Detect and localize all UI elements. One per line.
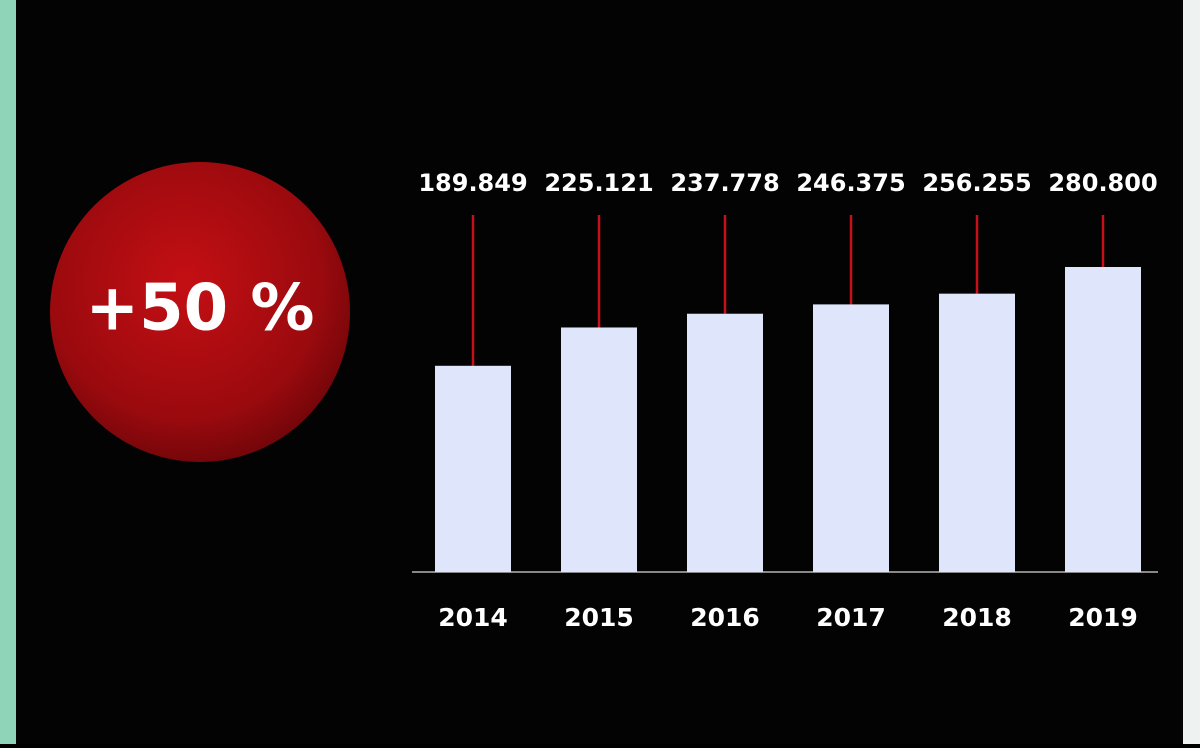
bar	[939, 293, 1015, 572]
value-label: 225.121	[544, 169, 653, 197]
badge	[50, 162, 350, 462]
bar	[561, 327, 637, 572]
right-border	[1183, 0, 1200, 744]
x-tick-label: 2019	[1068, 603, 1138, 632]
x-tick-label: 2016	[690, 603, 760, 632]
bar	[1065, 267, 1141, 572]
value-label: 246.375	[796, 169, 905, 197]
x-tick-label: 2017	[816, 603, 886, 632]
value-label: 189.849	[418, 169, 527, 197]
value-label: 237.778	[670, 169, 779, 197]
bar	[813, 304, 889, 572]
value-label: 256.255	[922, 169, 1031, 197]
bar	[435, 365, 511, 572]
badge-text: +50 %	[85, 272, 314, 346]
x-tick-label: 2015	[564, 603, 634, 632]
left-border	[0, 0, 16, 744]
x-tick-label: 2018	[942, 603, 1012, 632]
x-tick-label: 2014	[438, 603, 508, 632]
value-label: 280.800	[1048, 169, 1157, 197]
bar	[687, 313, 763, 572]
